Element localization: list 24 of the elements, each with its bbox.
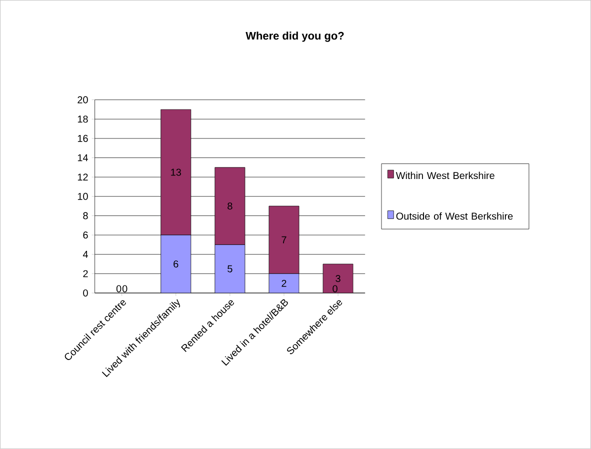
y-tick-label: 2 bbox=[83, 270, 88, 278]
y-tick-label: 18 bbox=[78, 116, 88, 123]
data-label: 3 bbox=[336, 275, 340, 282]
y-tick-label: 8 bbox=[83, 212, 88, 220]
data-label: 5 bbox=[228, 265, 232, 272]
legend-label: Outside of West Berkshire bbox=[396, 212, 513, 220]
data-label: 7 bbox=[282, 236, 286, 244]
data-label: 0 bbox=[332, 285, 338, 292]
y-tick-label: 6 bbox=[83, 232, 88, 239]
data-label: 0 bbox=[122, 285, 128, 292]
y-tick-label: 4 bbox=[82, 250, 88, 258]
legend-label: Within West Berkshire bbox=[396, 172, 494, 180]
data-label: 2 bbox=[282, 280, 286, 287]
data-label: 13 bbox=[171, 168, 181, 176]
y-tick-label: 20 bbox=[78, 96, 88, 104]
y-tick-label: 10 bbox=[78, 192, 88, 200]
data-label: 8 bbox=[228, 202, 232, 210]
y-tick-label: 16 bbox=[78, 134, 88, 142]
data-label: 0 bbox=[116, 285, 122, 292]
data-label: 6 bbox=[174, 260, 178, 268]
y-tick-label: 14 bbox=[78, 154, 88, 162]
y-tick-label: 0 bbox=[83, 290, 88, 297]
chart-title: Where did you go? bbox=[246, 32, 344, 42]
y-tick-label: 12 bbox=[78, 174, 88, 181]
